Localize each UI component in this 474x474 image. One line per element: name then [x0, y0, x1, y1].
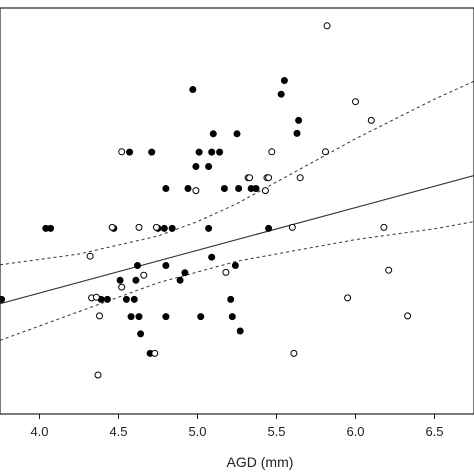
open-data-point	[108, 223, 116, 231]
filled-data-point	[162, 185, 170, 192]
filled-data-point	[205, 163, 213, 170]
filled-data-point	[162, 313, 170, 321]
open-data-point	[323, 22, 331, 30]
filled-data-point	[47, 224, 55, 232]
data-points	[0, 22, 412, 379]
x-axis-ticks: 4.0 4.5 5.0 5.5 6.0 6.5	[30, 414, 444, 439]
regression-line	[0, 174, 474, 305]
x-axis-label: AGD (mm)	[227, 454, 294, 470]
filled-data-point	[135, 313, 143, 321]
open-data-point	[288, 223, 296, 231]
filled-data-point	[181, 269, 189, 277]
open-data-point	[296, 174, 304, 182]
fit-line	[0, 174, 474, 305]
x-tick-label: 6.5	[425, 424, 443, 439]
open-data-point	[265, 174, 273, 182]
open-data-point	[118, 148, 126, 156]
filled-data-point	[160, 224, 168, 232]
open-data-point	[322, 148, 329, 156]
open-data-point	[140, 271, 148, 279]
filled-data-point	[208, 148, 216, 156]
open-data-point	[96, 312, 103, 320]
x-tick-label: 4.5	[109, 424, 127, 439]
filled-data-point	[233, 130, 241, 138]
filled-data-point	[122, 295, 130, 303]
filled-data-point	[103, 295, 111, 303]
filled-data-point	[126, 148, 134, 156]
confidence-band	[0, 80, 474, 341]
filled-data-point	[216, 148, 224, 156]
x-tick-label: 6.0	[346, 424, 364, 439]
filled-data-point	[252, 185, 260, 192]
plot-frame	[0, 7, 474, 415]
open-data-point	[151, 349, 159, 357]
filled-data-point	[277, 90, 285, 98]
filled-data-point	[280, 77, 288, 84]
filled-data-point	[176, 276, 184, 284]
filled-data-point	[132, 276, 140, 284]
open-data-point	[380, 223, 388, 231]
open-data-point	[118, 283, 126, 291]
open-data-point	[246, 174, 254, 182]
open-data-point	[404, 312, 412, 320]
open-data-point	[86, 252, 94, 260]
open-data-point	[152, 223, 160, 231]
filled-data-point	[236, 327, 244, 335]
filled-data-point	[205, 224, 213, 232]
open-data-point	[135, 223, 143, 231]
filled-data-point	[168, 224, 176, 232]
open-data-point	[268, 148, 276, 156]
filled-data-point	[162, 262, 170, 269]
open-data-point	[192, 187, 200, 195]
open-data-point	[367, 116, 375, 124]
filled-data-point	[265, 224, 273, 232]
filled-data-point	[192, 163, 200, 170]
open-data-point	[352, 98, 359, 106]
filled-data-point	[134, 262, 141, 269]
filled-data-point	[293, 129, 301, 137]
filled-data-point	[220, 185, 228, 192]
filled-data-point	[197, 313, 205, 321]
filled-data-point	[189, 86, 197, 93]
filled-data-point	[228, 313, 236, 321]
filled-data-point	[209, 130, 217, 138]
open-data-point	[261, 187, 269, 195]
filled-data-point	[130, 295, 138, 303]
filled-data-point	[184, 185, 192, 192]
open-data-point	[290, 349, 298, 357]
filled-data-point	[231, 262, 239, 269]
open-data-point	[385, 266, 393, 274]
filled-data-point	[235, 185, 243, 192]
filled-data-point	[295, 116, 303, 124]
filled-data-point	[227, 295, 235, 303]
open-data-point	[344, 294, 352, 302]
open-data-point	[92, 293, 100, 301]
x-tick-label: 5.5	[267, 424, 285, 439]
filled-data-point	[0, 295, 6, 303]
open-data-point	[222, 268, 230, 276]
filled-data-point	[208, 253, 216, 261]
filled-data-point	[137, 330, 145, 338]
x-tick-label: 4.0	[30, 424, 48, 439]
filled-data-point	[148, 148, 156, 156]
x-tick-label: 5.0	[188, 424, 206, 439]
filled-data-point	[127, 313, 135, 321]
filled-data-point	[195, 148, 203, 156]
filled-data-point	[116, 276, 124, 284]
open-data-point	[94, 371, 102, 379]
upper-confidence-line	[0, 80, 474, 266]
